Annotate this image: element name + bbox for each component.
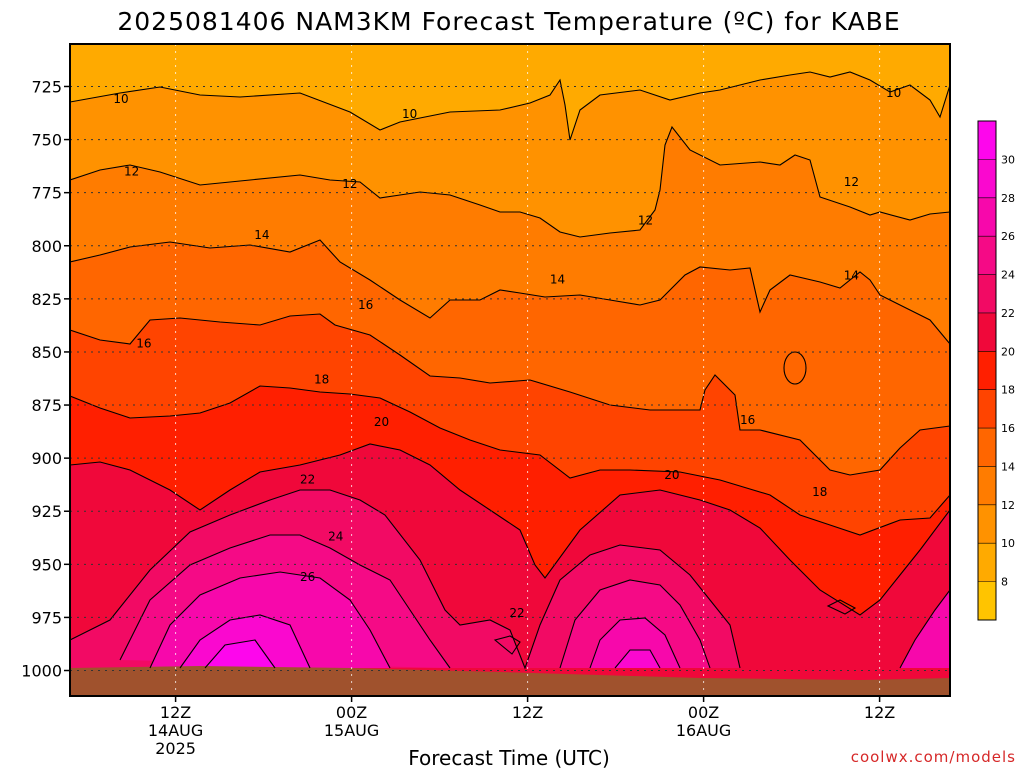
x-tick-label-1-line2: 15AUG <box>324 721 379 740</box>
contour-label-24: 24 <box>328 530 343 544</box>
x-tick-label-3-line1: 00Z <box>688 703 719 722</box>
colorbar-frame <box>977 120 997 621</box>
contour-line-12 <box>70 125 950 238</box>
contour-label-12: 12 <box>342 177 357 191</box>
credit-text: coolwx.com/models <box>851 748 1016 766</box>
colorbar-label-20: 20 <box>1001 345 1015 358</box>
x-tick-label-0-line1: 12Z <box>160 703 191 722</box>
colorbar-label-26: 26 <box>1001 230 1015 243</box>
contour-label-22: 22 <box>509 606 524 620</box>
contour-label-20: 20 <box>664 468 679 482</box>
contour-label-14: 14 <box>254 228 269 242</box>
contour-line-20 <box>70 443 950 616</box>
y-tick-label-1000: 1000 <box>21 662 62 681</box>
x-tick-label-3-line2: 16AUG <box>676 721 731 740</box>
colorbar-swatch-1 <box>978 543 996 582</box>
y-tick-label-800: 800 <box>31 237 62 256</box>
contour-label-20: 20 <box>374 415 389 429</box>
contour-line-26 <box>149 571 950 669</box>
colorbar-swatch-11 <box>978 159 996 198</box>
contour-closed-16-bubble <box>783 351 807 385</box>
chart-title: 2025081406 NAM3KM Forecast Temperature (… <box>117 7 900 36</box>
x-tick-label-4-line1: 12Z <box>864 703 895 722</box>
colorbar-swatch-5 <box>978 389 996 429</box>
contour-label-12: 12 <box>124 164 139 178</box>
colorbar-label-28: 28 <box>1001 192 1015 205</box>
colorbar-swatch-12 <box>978 121 996 160</box>
y-axis: 725 750 775 800 825 850 875 900 925 950 975 1000 <box>21 77 70 681</box>
plot-frame <box>69 43 951 697</box>
y-tick-label-875: 875 <box>31 396 62 415</box>
colorbar-swatch-7 <box>978 312 996 352</box>
contour-label-14: 14 <box>844 268 859 282</box>
colorbar-label-30: 30 <box>1001 153 1015 166</box>
colorbar-label-22: 22 <box>1001 307 1015 320</box>
contour-label-14: 14 <box>550 273 565 287</box>
contour-label-16: 16 <box>136 336 151 350</box>
colorbar-swatch-6 <box>978 351 996 390</box>
contour-lines <box>70 71 950 670</box>
x-axis-title: Forecast Time (UTC) <box>408 746 610 768</box>
contour-closed-22-bubble <box>493 635 521 655</box>
colorbar-label-16: 16 <box>1001 422 1015 435</box>
y-tick-label-975: 975 <box>31 608 62 627</box>
colorbar-label-18: 18 <box>1001 384 1015 397</box>
colorbar-swatch-2 <box>978 504 996 544</box>
y-tick-label-950: 950 <box>31 555 62 574</box>
y-tick-label-750: 750 <box>31 131 62 150</box>
x-tick-label-2-line1: 12Z <box>512 703 543 722</box>
y-tick-label-825: 825 <box>31 290 62 309</box>
contour-line-14 <box>70 239 950 345</box>
colorbar-swatch-9 <box>978 236 996 275</box>
colorbar-label-14: 14 <box>1001 460 1015 473</box>
contour-label-16: 16 <box>740 413 755 427</box>
colorbar-swatch-0 <box>978 581 996 620</box>
colorbar: 8 10 12 14 16 18 20 22 24 26 28 30 <box>977 120 1015 621</box>
contour-label-18: 18 <box>314 373 329 387</box>
contour-label-18: 18 <box>812 485 827 499</box>
x-tick-label-1-line1: 00Z <box>336 703 367 722</box>
contour-line-10 <box>70 71 950 141</box>
contour-line-30 <box>204 639 276 669</box>
colorbar-swatch-10 <box>978 197 996 237</box>
colorbar-label-8: 8 <box>1001 576 1008 589</box>
contour-label-10: 10 <box>886 86 901 100</box>
fill-band-32-plus <box>205 640 275 668</box>
fill-band-30-32 <box>180 615 660 668</box>
contour-fill-layers <box>70 44 950 696</box>
colorbar-label-24: 24 <box>1001 269 1015 282</box>
contour-closed-20-bubble <box>826 599 857 615</box>
contour-label-16: 16 <box>358 298 373 312</box>
x-tick-label-0-line2: 14AUG <box>148 721 203 740</box>
colorbar-label-10: 10 <box>1001 537 1015 550</box>
y-tick-label-900: 900 <box>31 449 62 468</box>
y-tick-label-725: 725 <box>31 77 62 96</box>
contour-label-10: 10 <box>402 107 417 121</box>
contour-label-22: 22 <box>300 472 315 486</box>
y-tick-label-925: 925 <box>31 502 62 521</box>
contour-line-16 <box>70 313 950 476</box>
contour-label-26: 26 <box>300 570 315 584</box>
contour-line-22 <box>70 489 741 670</box>
contour-label-10: 10 <box>113 92 128 106</box>
contour-labels: 10 10 10 12 12 12 12 14 14 14 16 16 16 18 18 20 20 22 22 24… <box>113 86 901 620</box>
contour-label-12: 12 <box>844 175 859 189</box>
colorbar-swatch-4 <box>978 428 996 467</box>
contour-line-24 <box>119 534 711 669</box>
contour-line-18 <box>70 385 950 536</box>
fill-band-28-30 <box>150 572 950 668</box>
colorbar-swatch-3 <box>978 466 996 505</box>
contour-label-12: 12 <box>638 213 653 227</box>
y-tick-label-775: 775 <box>31 184 62 203</box>
x-tick-label-0-line3: 2025 <box>155 739 196 758</box>
y-tick-label-850: 850 <box>31 343 62 362</box>
colorbar-swatch-8 <box>978 274 996 313</box>
colorbar-label-12: 12 <box>1001 499 1015 512</box>
surface-below-ground <box>70 666 950 696</box>
